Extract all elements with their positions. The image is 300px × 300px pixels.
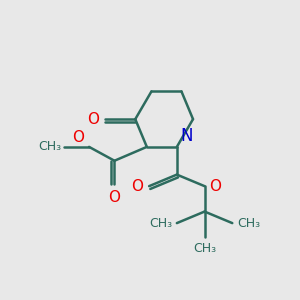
Text: CH₃: CH₃ [149, 217, 172, 230]
Text: O: O [88, 112, 100, 127]
Text: O: O [131, 178, 143, 194]
Text: CH₃: CH₃ [237, 217, 260, 230]
Text: CH₃: CH₃ [193, 242, 216, 255]
Text: O: O [209, 178, 221, 194]
Text: O: O [109, 190, 121, 205]
Text: CH₃: CH₃ [38, 140, 62, 153]
Text: N: N [180, 127, 193, 145]
Text: O: O [73, 130, 85, 145]
